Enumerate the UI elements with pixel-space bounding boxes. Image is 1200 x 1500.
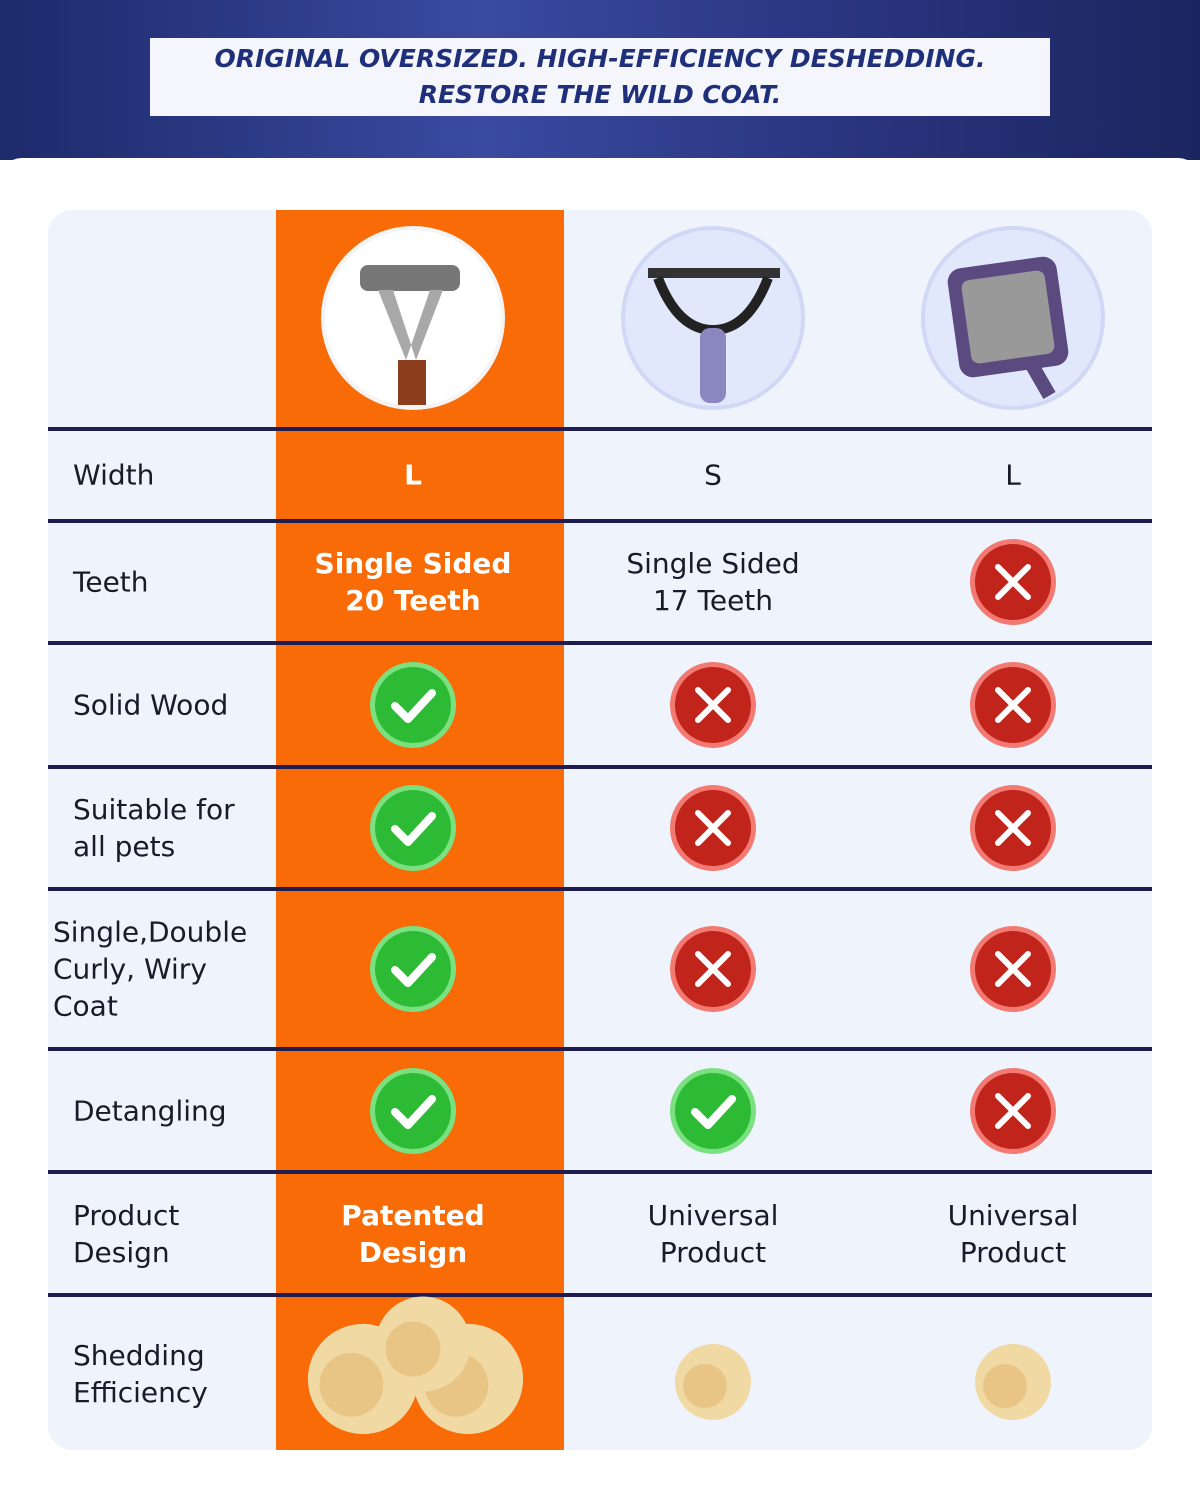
cross-icon xyxy=(970,1067,1056,1154)
row-label: Suitable for all pets xyxy=(73,793,235,863)
check-icon xyxy=(670,1067,756,1154)
cell-text: Universal Product xyxy=(947,1198,1079,1269)
fur-ball xyxy=(375,1296,471,1391)
cross-icon xyxy=(670,926,756,1012)
cell-text: L xyxy=(1005,458,1021,492)
row-label: Product Design xyxy=(73,1198,180,1269)
fur-ball xyxy=(975,1343,1051,1420)
check-icon xyxy=(370,785,456,871)
check-icon xyxy=(370,1067,456,1154)
cross-icon xyxy=(970,662,1056,748)
cell-text: Single Sided 20 Teeth xyxy=(314,547,512,617)
cell-text: Universal Product xyxy=(647,1198,779,1269)
separator xyxy=(48,1293,1152,1297)
separator xyxy=(48,1170,1152,1174)
banner-strip xyxy=(150,38,1050,116)
separator xyxy=(48,641,1152,645)
cell-text: L xyxy=(404,458,422,492)
cell-text: Single Sided 17 Teeth xyxy=(626,547,800,617)
check-icon xyxy=(370,926,456,1012)
cross-icon xyxy=(670,785,756,871)
row-label: Detangling xyxy=(73,1094,227,1127)
cross-icon xyxy=(970,539,1056,625)
separator xyxy=(48,427,1152,431)
separator xyxy=(48,1047,1152,1051)
row-label: Width xyxy=(73,458,155,492)
subheadline: RESTORE THE WILD COAT. xyxy=(418,80,782,109)
cross-icon xyxy=(670,662,756,748)
product-images xyxy=(321,226,1105,410)
row-label: Single,Double Curly, Wiry Coat xyxy=(53,915,248,1023)
separator xyxy=(48,519,1152,523)
row-label: Shedding Efficiency xyxy=(73,1338,208,1409)
cell-text: Patented Design xyxy=(341,1198,485,1269)
row-label: Solid Wood xyxy=(73,688,229,722)
cross-icon xyxy=(970,926,1056,1012)
row-label: Teeth xyxy=(73,565,149,599)
check-icon xyxy=(370,662,456,748)
separator xyxy=(48,887,1152,891)
comparison-table: Width L S L Teeth Single Sided 20 Teeth Single… xyxy=(48,210,1152,1450)
cross-icon xyxy=(970,785,1056,871)
separator xyxy=(48,765,1152,769)
banner: ORIGINAL OVERSIZED. HIGH-EFFICIENCY DESH… xyxy=(0,0,1200,160)
fur-ball xyxy=(675,1343,751,1420)
cell-text: S xyxy=(704,458,722,492)
headline: ORIGINAL OVERSIZED. HIGH-EFFICIENCY DESH… xyxy=(214,44,986,73)
